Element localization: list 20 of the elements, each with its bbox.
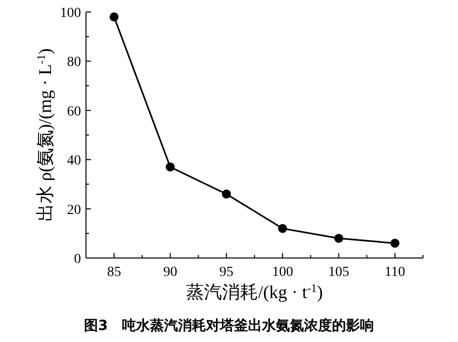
y-tick-label: 0 bbox=[74, 252, 81, 267]
y-tick-label: 20 bbox=[67, 202, 81, 218]
x-tick-label: 105 bbox=[328, 265, 350, 280]
x-axis-title: 蒸汽消耗/(kg · t$^{-1}$) bbox=[186, 282, 323, 302]
point bbox=[222, 190, 231, 199]
point bbox=[166, 162, 175, 172]
point bbox=[278, 224, 288, 233]
x-tick-label: 95 bbox=[219, 265, 234, 280]
point bbox=[110, 12, 119, 22]
point bbox=[390, 238, 400, 248]
y-tick-label: 100 bbox=[60, 6, 81, 21]
x-tick-label: 100 bbox=[272, 265, 294, 280]
y-tick-label: 80 bbox=[67, 55, 81, 70]
y-tick-label: 60 bbox=[67, 104, 81, 120]
x-tick-label: 85 bbox=[107, 265, 122, 280]
y-tick-label: 40 bbox=[67, 154, 81, 169]
x-tick-label: 110 bbox=[384, 265, 406, 280]
text: 图3 吨水蒸汽消耗对塔釜出水氨氮浓度的影响 bbox=[84, 317, 374, 334]
point bbox=[334, 234, 344, 243]
x-tick-label: 90 bbox=[163, 265, 178, 280]
